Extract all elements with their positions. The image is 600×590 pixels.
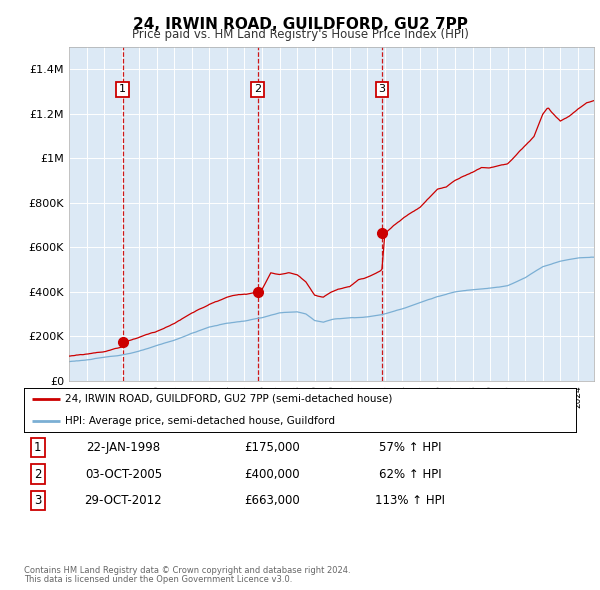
Text: £175,000: £175,000 <box>245 441 300 454</box>
Text: HPI: Average price, semi-detached house, Guildford: HPI: Average price, semi-detached house,… <box>65 416 335 426</box>
Text: 24, IRWIN ROAD, GUILDFORD, GU2 7PP: 24, IRWIN ROAD, GUILDFORD, GU2 7PP <box>133 17 467 31</box>
Text: £663,000: £663,000 <box>245 494 300 507</box>
Text: 24, IRWIN ROAD, GUILDFORD, GU2 7PP (semi-detached house): 24, IRWIN ROAD, GUILDFORD, GU2 7PP (semi… <box>65 394 393 404</box>
Text: 2: 2 <box>254 84 261 94</box>
Text: 62% ↑ HPI: 62% ↑ HPI <box>379 467 442 481</box>
Text: 3: 3 <box>379 84 385 94</box>
Text: 29-OCT-2012: 29-OCT-2012 <box>85 494 162 507</box>
Text: Price paid vs. HM Land Registry's House Price Index (HPI): Price paid vs. HM Land Registry's House … <box>131 28 469 41</box>
Text: 57% ↑ HPI: 57% ↑ HPI <box>379 441 442 454</box>
Text: Contains HM Land Registry data © Crown copyright and database right 2024.: Contains HM Land Registry data © Crown c… <box>24 566 350 575</box>
Text: 1: 1 <box>34 441 41 454</box>
Text: 03-OCT-2005: 03-OCT-2005 <box>85 467 162 481</box>
Text: 3: 3 <box>34 494 41 507</box>
Text: 1: 1 <box>119 84 126 94</box>
Text: 2: 2 <box>34 467 41 481</box>
Text: 113% ↑ HPI: 113% ↑ HPI <box>376 494 445 507</box>
Text: This data is licensed under the Open Government Licence v3.0.: This data is licensed under the Open Gov… <box>24 575 292 584</box>
Text: 22-JAN-1998: 22-JAN-1998 <box>86 441 160 454</box>
Text: £400,000: £400,000 <box>245 467 300 481</box>
